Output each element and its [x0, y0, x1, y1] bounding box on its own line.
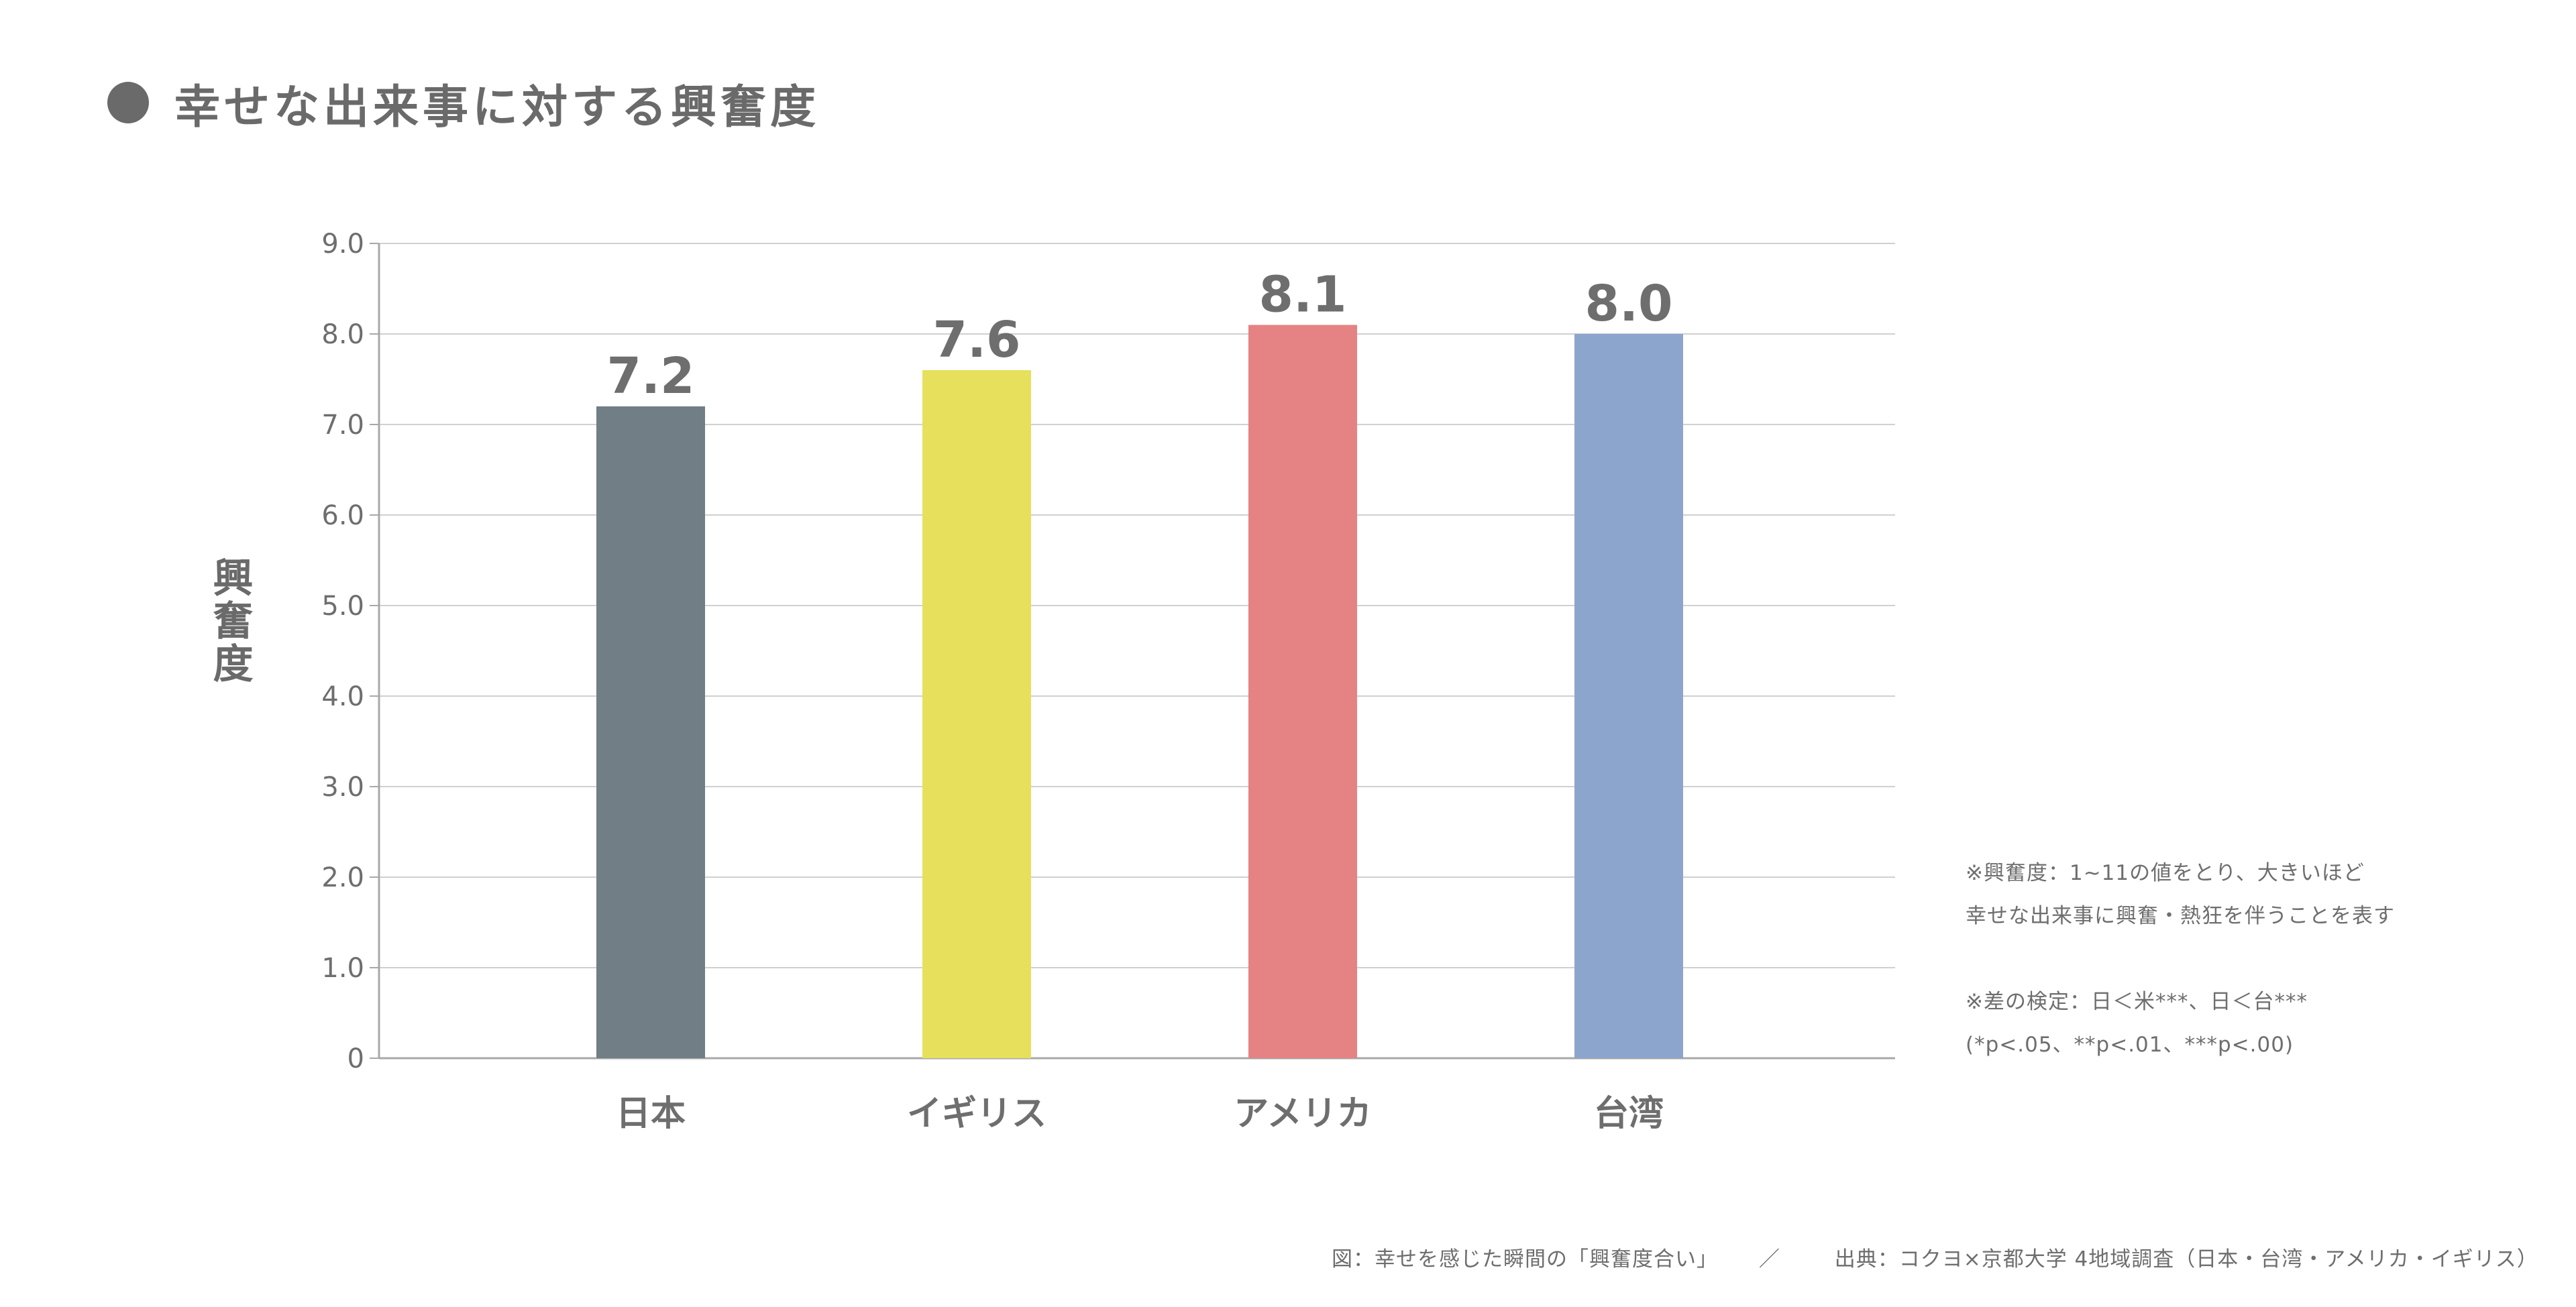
y-tick-label: 5.0	[321, 591, 364, 622]
bar-value-label: 8.0	[1585, 275, 1672, 333]
x-category-label: アメリカ	[1234, 1094, 1371, 1134]
bar-value-label: 7.6	[932, 311, 1020, 369]
y-tick-label: 7.0	[321, 410, 364, 441]
note-gap	[1966, 937, 2395, 980]
bar-4	[1574, 334, 1683, 1058]
x-category-label: 台湾	[1594, 1094, 1664, 1134]
bar-3	[1248, 325, 1357, 1058]
note-line-2: 幸せな出来事に興奮・熱狂を伴うことを表す	[1966, 904, 2395, 928]
figure-caption: 図：幸せを感じた瞬間の「興奮度合い」	[1332, 1247, 1718, 1271]
note-line-1: ※興奮度：1~11の値をとり、大きいほど	[1966, 861, 2365, 885]
bullet-dot-icon	[107, 82, 149, 123]
chart-title: 幸せな出来事に対する興奮度	[174, 80, 820, 134]
y-tick-label: 2.0	[321, 862, 364, 893]
y-tick-label: 8.0	[321, 319, 364, 350]
chart-title-row: 幸せな出来事に対する興奮度	[107, 72, 820, 134]
x-category-label: イギリス	[907, 1094, 1046, 1134]
y-tick-label: 1.0	[321, 953, 364, 984]
note-line-3: ※差の検定：日＜米***、日＜台***	[1966, 990, 2308, 1014]
footer-separator: ／	[1758, 1247, 1780, 1271]
bar-1	[596, 406, 705, 1058]
y-tick-label: 4.0	[321, 681, 364, 712]
note-line-4: (*p<.05、**p<.01、***p<.00)	[1966, 1033, 2294, 1057]
x-category-label: 日本	[616, 1094, 686, 1134]
bar-value-label: 7.2	[606, 347, 694, 405]
y-tick-label: 0	[347, 1043, 364, 1074]
bar-value-label: 8.1	[1258, 266, 1346, 324]
y-tick-label: 9.0	[321, 229, 364, 260]
y-tick-label: 6.0	[321, 500, 364, 531]
y-axis-label: 興奮度	[206, 557, 253, 685]
bar-2	[922, 370, 1031, 1058]
chart-notes: ※興奮度：1~11の値をとり、大きいほど 幸せな出来事に興奮・熱狂を伴うことを表…	[1966, 852, 2395, 1066]
y-tick-label: 3.0	[321, 772, 364, 803]
footer-credits: 図：幸せを感じた瞬間の「興奮度合い」 ／ 出典：コクヨ×京都大学 4地域調査（日…	[1332, 1242, 2538, 1272]
source-caption: 出典：コクヨ×京都大学 4地域調査（日本・台湾・アメリカ・イギリス）	[1834, 1247, 2538, 1271]
